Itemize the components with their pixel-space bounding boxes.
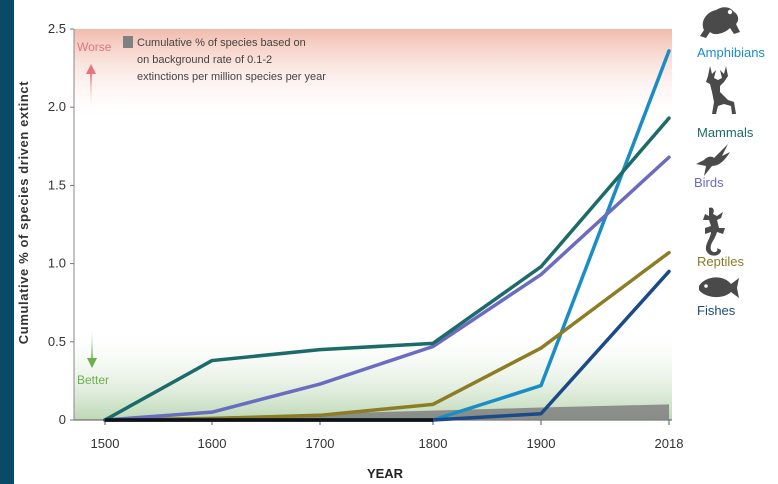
worse-label: Worse [77, 40, 112, 54]
better-arrow-shaft [91, 328, 93, 362]
series-lines-layer [103, 49, 671, 422]
y-tick-label: 0.5 [48, 334, 66, 349]
better-label: Better [77, 373, 109, 387]
species-label-fishes: Fishes [697, 303, 736, 318]
deer-icon [706, 66, 736, 114]
series-line-mammals [103, 116, 671, 422]
better-zone-band [74, 326, 672, 420]
x-tick-label: 1900 [527, 436, 556, 451]
species-label-reptiles: Reptiles [697, 254, 744, 269]
y-tick-label: 1.5 [48, 177, 66, 192]
zones-layer [74, 29, 672, 420]
fish-icon [699, 277, 739, 298]
worse-arrow-head [86, 64, 96, 74]
y-tick-label: 0 [59, 412, 66, 427]
lizard-icon [703, 207, 725, 256]
fish-eye [704, 284, 708, 288]
frog-shape [700, 7, 740, 38]
x-tick-label: 2018 [655, 436, 684, 451]
bird-shape [696, 144, 730, 176]
x-tick-label: 1700 [306, 436, 335, 451]
frog-icon [700, 7, 740, 38]
hummingbird-icon [696, 144, 730, 176]
x-axis-title: YEAR [367, 466, 404, 481]
background-rate-legend-text: extinctions per million species per year [137, 71, 326, 83]
x-tick-label: 1800 [419, 436, 448, 451]
x-tick-label: 1600 [198, 436, 227, 451]
species-label-birds: Birds [694, 175, 724, 190]
y-tick-label: 1.0 [48, 256, 66, 271]
background-rate-legend-text: Cumulative % of species based on [137, 37, 306, 49]
annotations-layer: Cumulative % of species based on on backg… [77, 36, 326, 387]
species-label-mammals: Mammals [697, 125, 754, 140]
y-axis-title: Cumulative % of species driven extinct [16, 81, 31, 344]
deer-shape [706, 66, 736, 114]
fish-shape [699, 277, 739, 298]
series-line-birds [103, 155, 671, 422]
x-tick-label: 1500 [91, 436, 120, 451]
axes-layer: 0 0.5 1.0 1.5 2.0 2.5 1500 1600 1700 1800 1900 2018… [16, 21, 683, 481]
species-label-amphibians: Amphibians [697, 45, 765, 60]
species-icons-layer: Amphibians Mammals Birds Reptiles Fishes [694, 7, 765, 318]
y-tick-label: 2.5 [48, 21, 66, 36]
background-rate-legend-text: on background rate of 0.1-2 [137, 54, 272, 66]
lizard-shape [703, 207, 725, 256]
worse-zone-band [74, 29, 672, 123]
y-tick-label: 2.0 [48, 99, 66, 114]
frog-eye [727, 9, 733, 15]
worse-arrow-shaft [90, 72, 92, 106]
better-arrow-head [87, 358, 97, 368]
background-rate-legend-swatch [123, 36, 133, 48]
